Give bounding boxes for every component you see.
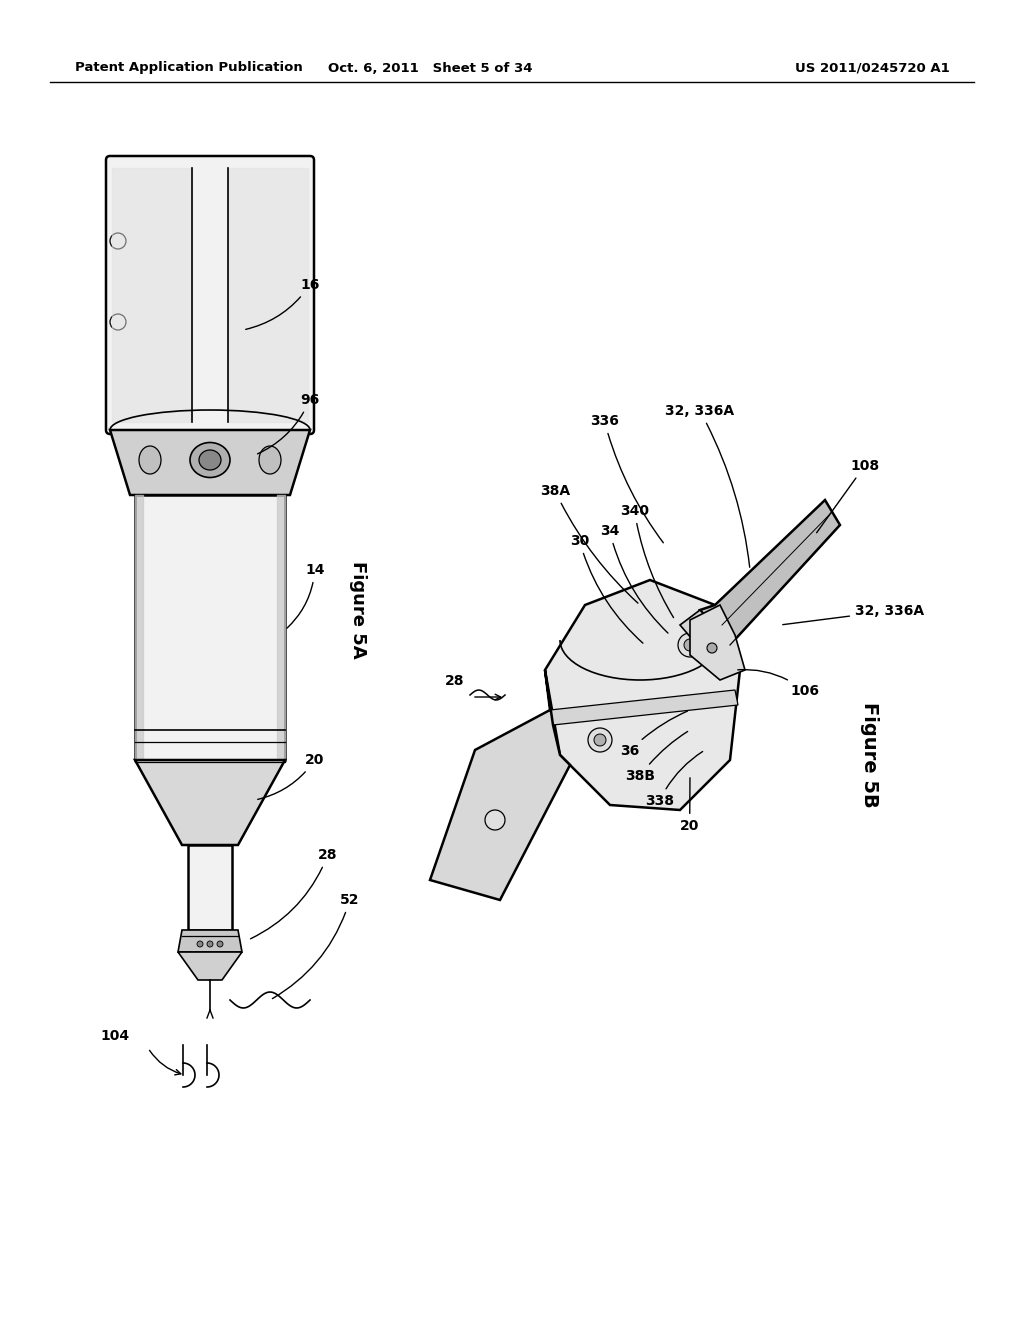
Text: Oct. 6, 2011   Sheet 5 of 34: Oct. 6, 2011 Sheet 5 of 34 bbox=[328, 62, 532, 74]
Ellipse shape bbox=[259, 446, 281, 474]
Polygon shape bbox=[550, 690, 738, 725]
Polygon shape bbox=[430, 671, 570, 900]
Text: 108: 108 bbox=[816, 459, 880, 533]
Text: 340: 340 bbox=[620, 504, 674, 618]
Text: 14: 14 bbox=[287, 564, 325, 628]
Circle shape bbox=[110, 234, 126, 249]
Ellipse shape bbox=[190, 442, 230, 478]
Circle shape bbox=[588, 729, 612, 752]
Text: 338: 338 bbox=[645, 751, 702, 808]
Text: US 2011/0245720 A1: US 2011/0245720 A1 bbox=[796, 62, 950, 74]
Text: 32, 336A: 32, 336A bbox=[666, 404, 750, 568]
Text: 28: 28 bbox=[251, 847, 338, 939]
Polygon shape bbox=[178, 931, 242, 952]
Circle shape bbox=[684, 639, 696, 651]
Text: 30: 30 bbox=[570, 535, 643, 643]
Circle shape bbox=[678, 634, 702, 657]
Text: 28: 28 bbox=[445, 675, 465, 688]
Polygon shape bbox=[178, 952, 242, 979]
Text: 36: 36 bbox=[620, 711, 687, 758]
Circle shape bbox=[707, 643, 717, 653]
Text: Figure 5A: Figure 5A bbox=[349, 561, 367, 659]
Text: 34: 34 bbox=[600, 524, 668, 634]
Text: 38A: 38A bbox=[540, 484, 638, 603]
Polygon shape bbox=[545, 579, 740, 810]
Circle shape bbox=[485, 810, 505, 830]
FancyBboxPatch shape bbox=[106, 156, 314, 434]
Bar bbox=[188, 845, 232, 931]
Text: 336: 336 bbox=[590, 414, 664, 543]
Text: 38B: 38B bbox=[625, 731, 688, 783]
Text: 104: 104 bbox=[100, 1030, 129, 1043]
Text: 20: 20 bbox=[258, 752, 325, 800]
Text: Figure 5B: Figure 5B bbox=[860, 702, 880, 808]
Ellipse shape bbox=[199, 450, 221, 470]
Polygon shape bbox=[700, 500, 840, 645]
Polygon shape bbox=[680, 610, 730, 660]
Circle shape bbox=[217, 941, 223, 946]
Text: Patent Application Publication: Patent Application Publication bbox=[75, 62, 303, 74]
Text: 52: 52 bbox=[272, 894, 359, 999]
Circle shape bbox=[207, 941, 213, 946]
Polygon shape bbox=[690, 605, 745, 680]
Text: 16: 16 bbox=[246, 279, 319, 330]
Ellipse shape bbox=[139, 446, 161, 474]
Circle shape bbox=[110, 314, 126, 330]
Polygon shape bbox=[110, 430, 310, 495]
Bar bbox=[135, 495, 285, 760]
Circle shape bbox=[594, 734, 606, 746]
Text: 96: 96 bbox=[258, 393, 319, 454]
Text: 32, 336A: 32, 336A bbox=[782, 605, 924, 624]
Polygon shape bbox=[135, 760, 285, 845]
Text: 20: 20 bbox=[680, 777, 699, 833]
Circle shape bbox=[197, 941, 203, 946]
Text: 106: 106 bbox=[737, 669, 819, 698]
